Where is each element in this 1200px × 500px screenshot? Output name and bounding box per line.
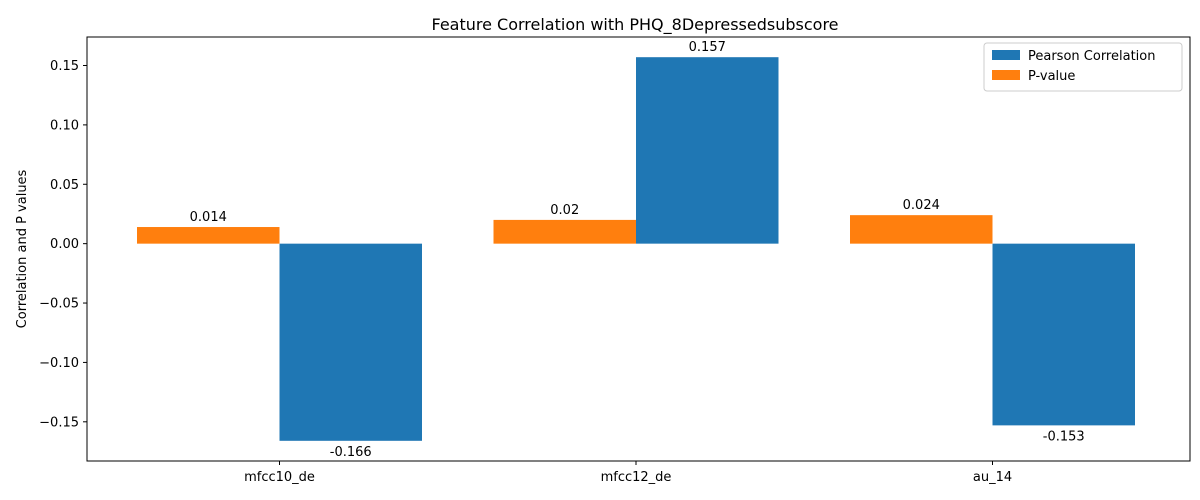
x-tick-label: mfcc10_de [244, 470, 315, 485]
legend-swatch-p-value [992, 70, 1020, 80]
plot-frame [86, 36, 1191, 462]
legend-label-p-value: P-value [1028, 69, 1075, 84]
bar-p-value-mfcc12-de [493, 219, 636, 244]
legend-label-pearson-correlation: Pearson Correlation [1028, 49, 1155, 64]
bar-pearson-correlation-au-14 [992, 243, 1135, 426]
y-tick-label: 0.00 [50, 237, 79, 252]
data-label-pearson-correlation-mfcc12-de: 0.157 [689, 40, 726, 55]
chart-title: Feature Correlation with PHQ_8Depresseds… [431, 15, 838, 35]
data-label-p-value-au-14: 0.024 [903, 198, 940, 213]
bar-pearson-correlation-mfcc10-de [279, 243, 422, 441]
x-tick-label: mfcc12_de [601, 470, 672, 485]
x-tick-label: au_14 [973, 470, 1012, 485]
y-tick-label: 0.10 [50, 118, 79, 133]
data-label-pearson-correlation-au-14: -0.153 [1043, 429, 1085, 444]
legend: Pearson Correlation P-value [983, 42, 1183, 92]
data-label-p-value-mfcc12-de: 0.02 [550, 203, 579, 218]
y-tick-label: 0.15 [50, 59, 79, 74]
y-tick-label: −0.10 [39, 356, 79, 371]
plot-area: 0.014 0.02 0.024 -0.166 0.157 -0.153 −0.15 −0.1… [39, 36, 1191, 485]
legend-box [983, 42, 1183, 92]
legend-swatch-pearson-correlation [992, 50, 1020, 60]
bar-pearson-correlation-mfcc12-de [636, 57, 779, 244]
y-tick-label: −0.05 [39, 297, 79, 312]
data-label-p-value-mfcc10-de: 0.014 [190, 210, 227, 225]
bar-p-value-au-14 [850, 215, 993, 244]
y-tick-label: −0.15 [39, 415, 79, 430]
data-label-pearson-correlation-mfcc10-de: -0.166 [330, 445, 372, 460]
bar-p-value-mfcc10-de [137, 227, 280, 244]
y-axis-label: Correlation and P values [15, 169, 30, 328]
y-tick-label: 0.05 [50, 178, 79, 193]
